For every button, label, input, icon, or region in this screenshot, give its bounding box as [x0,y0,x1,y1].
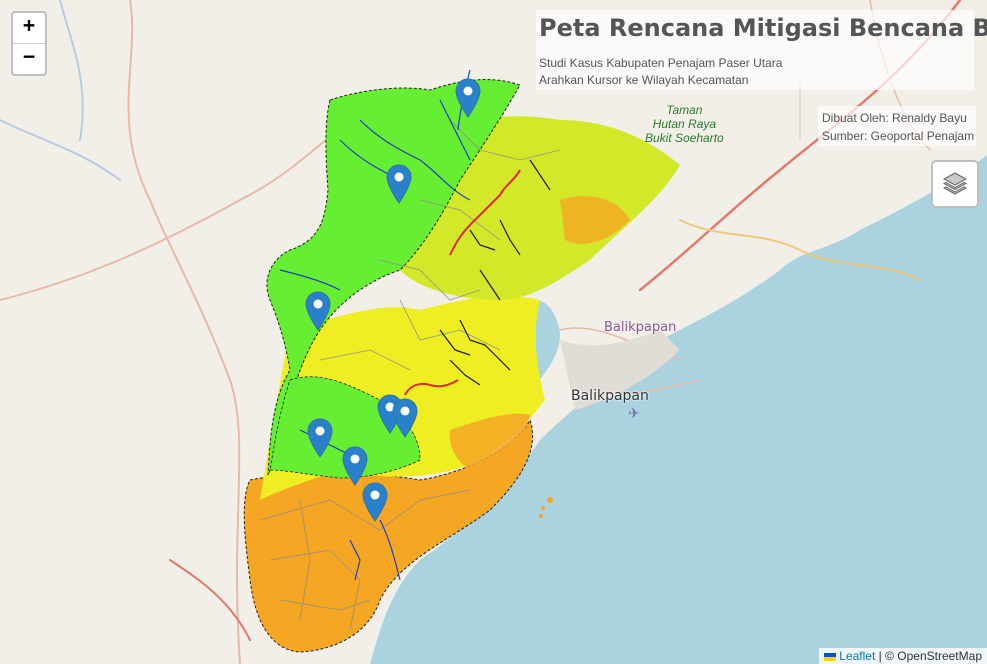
urban-area [560,330,680,410]
park-label-line-3: Bukit Soeharto [645,131,724,145]
map-marker-icon[interactable] [307,418,333,458]
islands [539,497,553,518]
flood-streams [404,169,521,396]
ukraine-flag-icon [824,652,837,661]
credit-panel: Dibuat Oleh: Renaldy Bayu Sumber: Geopor… [818,106,976,146]
region-west-green [266,79,521,476]
leaflet-link[interactable]: Leaflet [839,649,876,663]
airport-icon: ✈ [628,406,640,422]
map-marker-icon[interactable] [455,78,481,118]
city-label-balikpapan: Balikpapan [571,388,649,404]
map-instruction: Arahkan Kursor ke Wilayah Kecamatan [539,73,749,87]
map-marker-icon[interactable] [305,291,331,331]
region-south [243,418,534,653]
regency-roads [259,119,561,631]
map-marker-icon[interactable] [386,164,412,204]
attribution-text: | © OpenStreetMap [875,649,982,663]
zoom-control: + − [11,11,47,76]
zoom-in-button[interactable]: + [13,13,45,44]
park-label-line-2: Hutan Raya [652,117,717,131]
source-credit: Sumber: Geoportal Penajam [822,129,975,143]
drainage [439,159,551,386]
park-label: Taman Hutan Raya Bukit Soeharto [645,103,724,145]
map-subtitle: Studi Kasus Kabupaten Penajam Paser Utar… [539,56,783,70]
district-label-balikpapan: Balikpapan [604,320,677,335]
author-credit: Dibuat Oleh: Renaldy Bayu [822,111,967,125]
map-marker-icon[interactable] [342,446,368,486]
title-panel: Peta Rencana Mitigasi Bencana Banjir Stu… [536,10,987,90]
map-marker-icon[interactable] [362,482,388,522]
sea-area [370,155,987,664]
attribution-bar: Leaflet | © OpenStreetMap [819,648,987,664]
map-title: Peta Rencana Mitigasi Bencana Banjir [539,14,987,42]
park-label-line-1: Taman [666,103,703,117]
map-marker-icon[interactable] [392,398,418,438]
layers-control-button[interactable] [931,160,979,208]
zoom-out-button[interactable]: − [22,44,36,68]
layers-icon [942,172,968,195]
